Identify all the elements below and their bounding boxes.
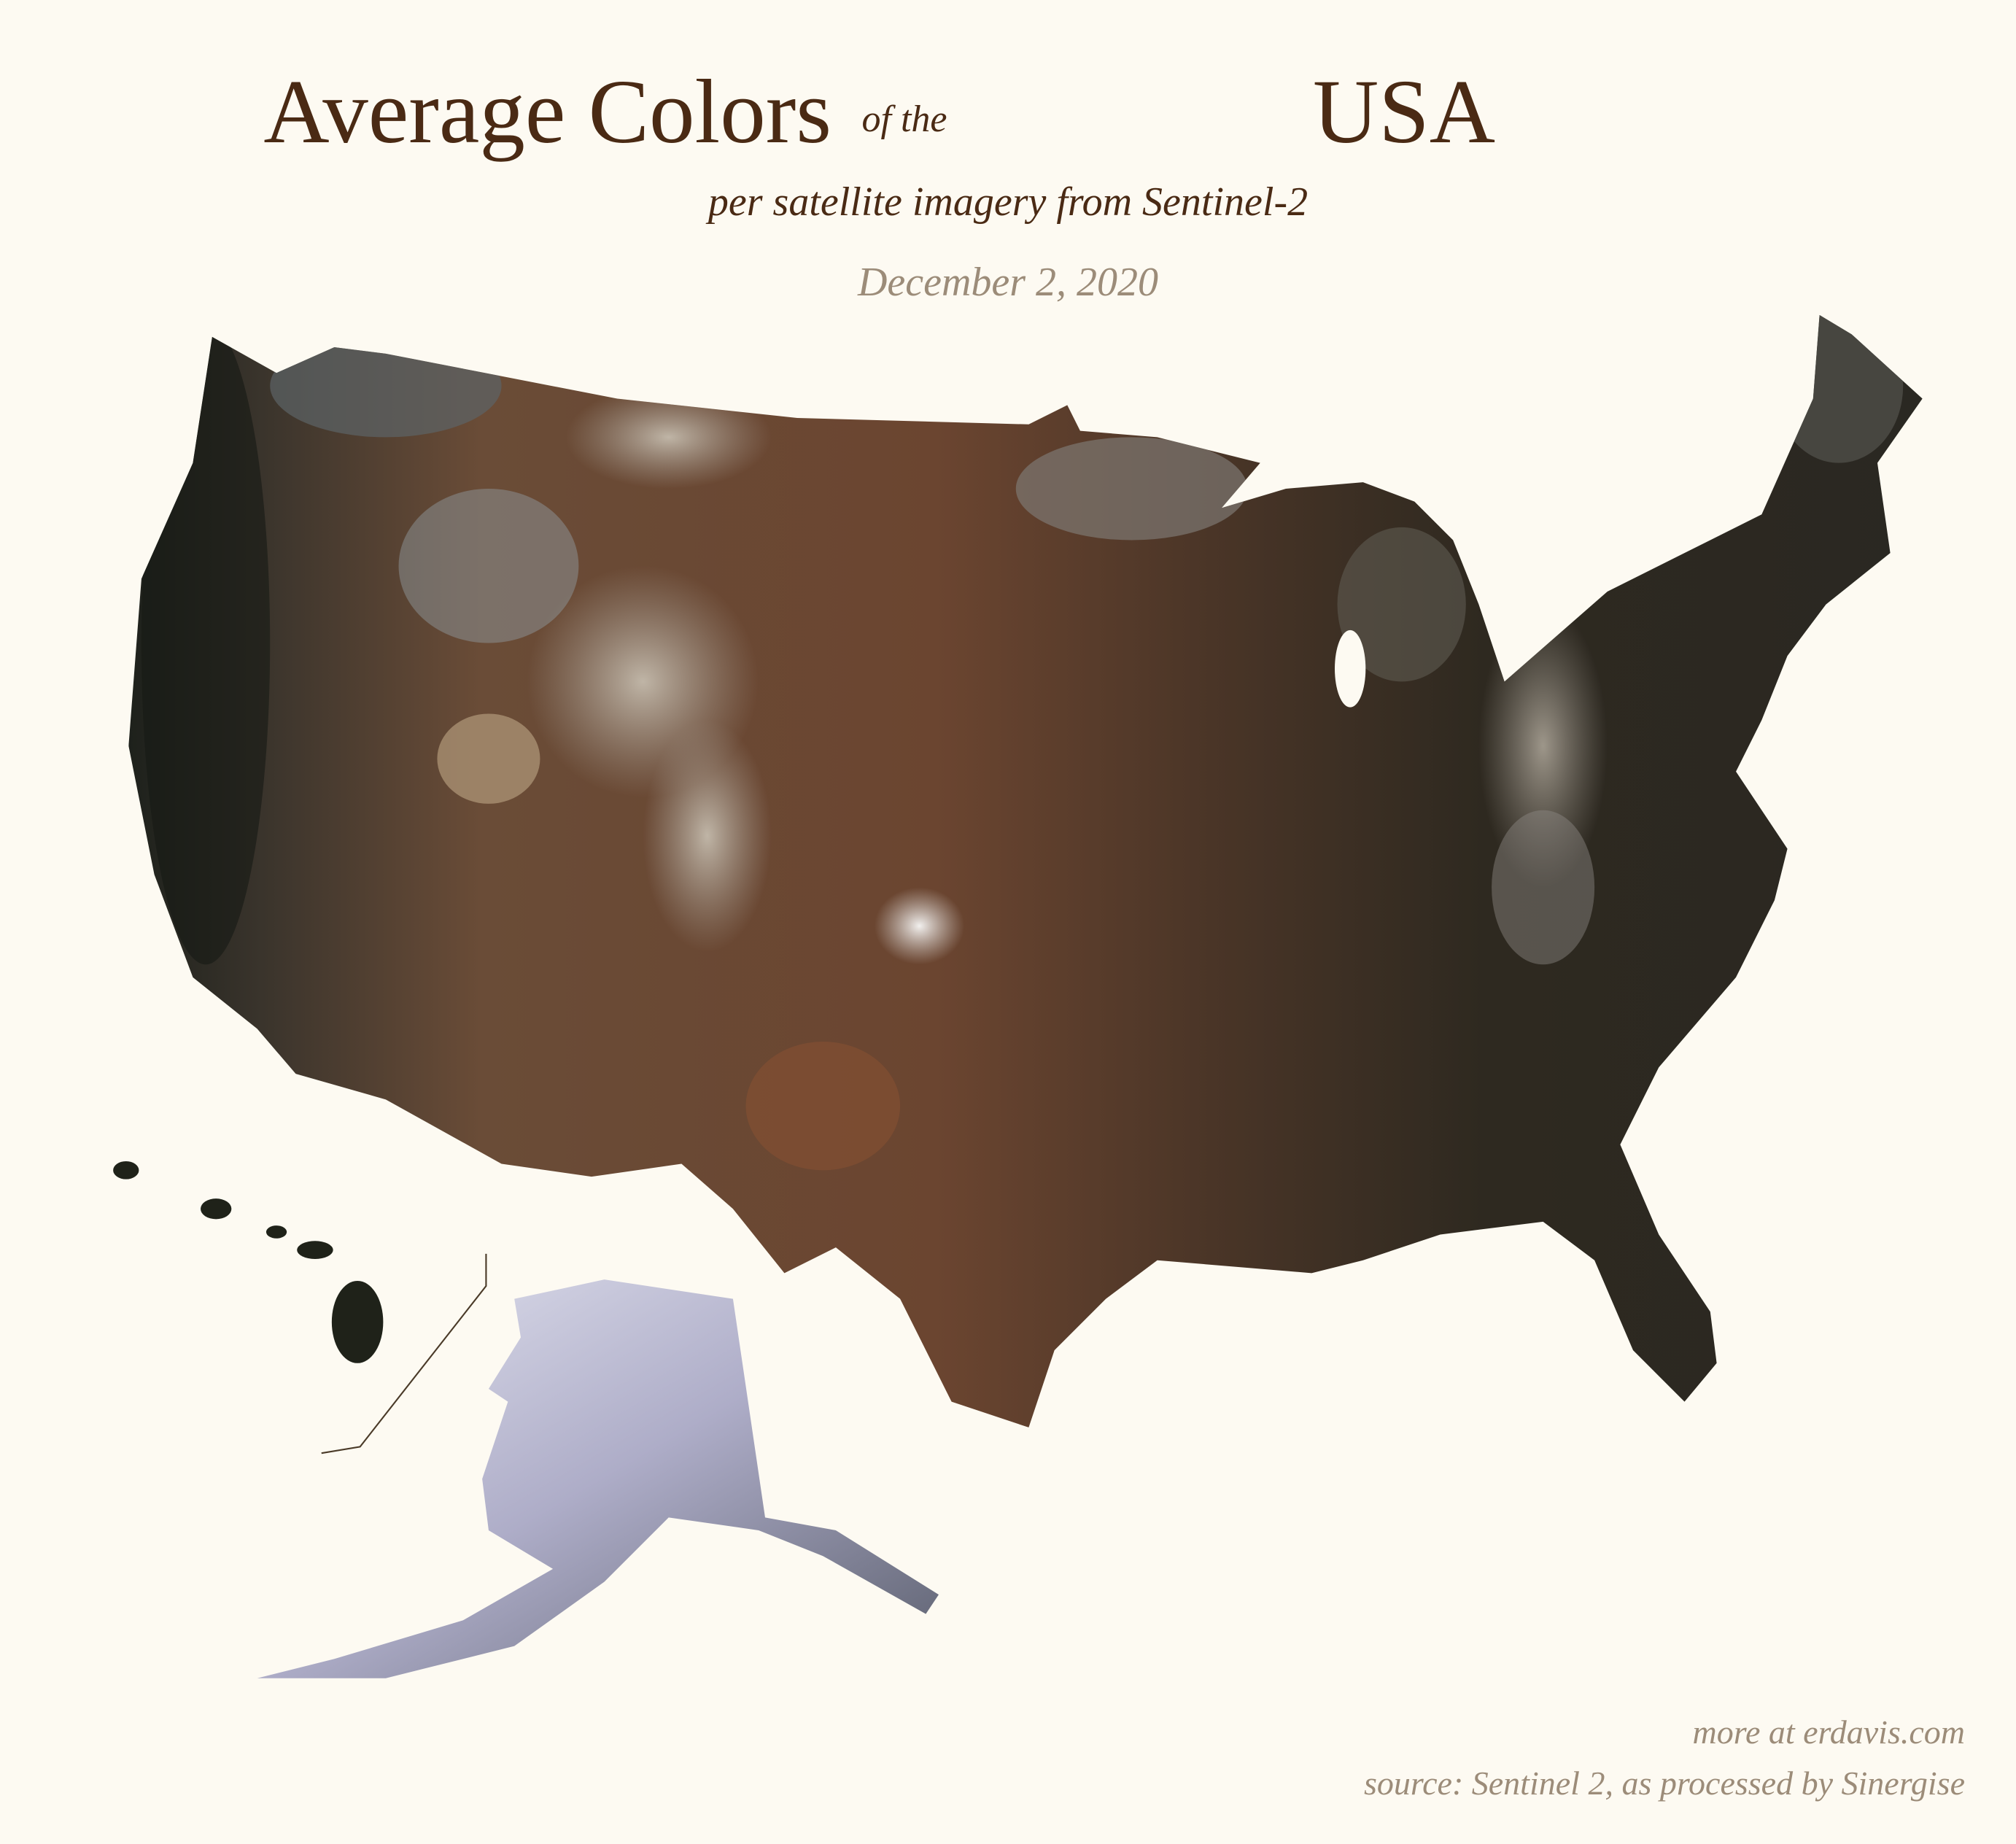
footer: more at erdavis.com source: Sentinel 2, … bbox=[1364, 1713, 1965, 1802]
inset-divider bbox=[321, 1253, 487, 1454]
region bbox=[643, 720, 772, 952]
alaska bbox=[257, 1279, 939, 1678]
footer-source: source: Sentinel 2, as processed by Sine… bbox=[1364, 1764, 1965, 1802]
region bbox=[745, 1042, 901, 1171]
lake-michigan bbox=[1334, 629, 1366, 708]
title-main: Average Colors bbox=[263, 62, 831, 163]
hawaii bbox=[113, 1161, 384, 1363]
title-connector: of the bbox=[862, 98, 947, 140]
island bbox=[265, 1225, 287, 1239]
island bbox=[297, 1241, 333, 1259]
region bbox=[437, 713, 540, 804]
map bbox=[113, 314, 1923, 1678]
title-end: USA bbox=[1313, 62, 1495, 163]
island bbox=[201, 1198, 232, 1220]
region bbox=[565, 385, 772, 489]
subtitle: per satellite imagery from Sentinel-2 bbox=[705, 179, 1308, 225]
region bbox=[874, 887, 965, 965]
region bbox=[398, 488, 579, 643]
title-block: Average Colors of the USA per satellite … bbox=[263, 62, 1495, 305]
island bbox=[331, 1280, 384, 1363]
region bbox=[270, 334, 502, 438]
region bbox=[1015, 437, 1248, 541]
region bbox=[141, 321, 271, 965]
contiguous-us bbox=[128, 314, 1923, 1427]
region bbox=[1492, 810, 1595, 965]
region bbox=[1774, 314, 1904, 463]
date: December 2, 2020 bbox=[857, 260, 1158, 305]
region bbox=[1337, 527, 1466, 682]
footer-link: more at erdavis.com bbox=[1693, 1713, 1965, 1751]
island bbox=[113, 1161, 139, 1179]
